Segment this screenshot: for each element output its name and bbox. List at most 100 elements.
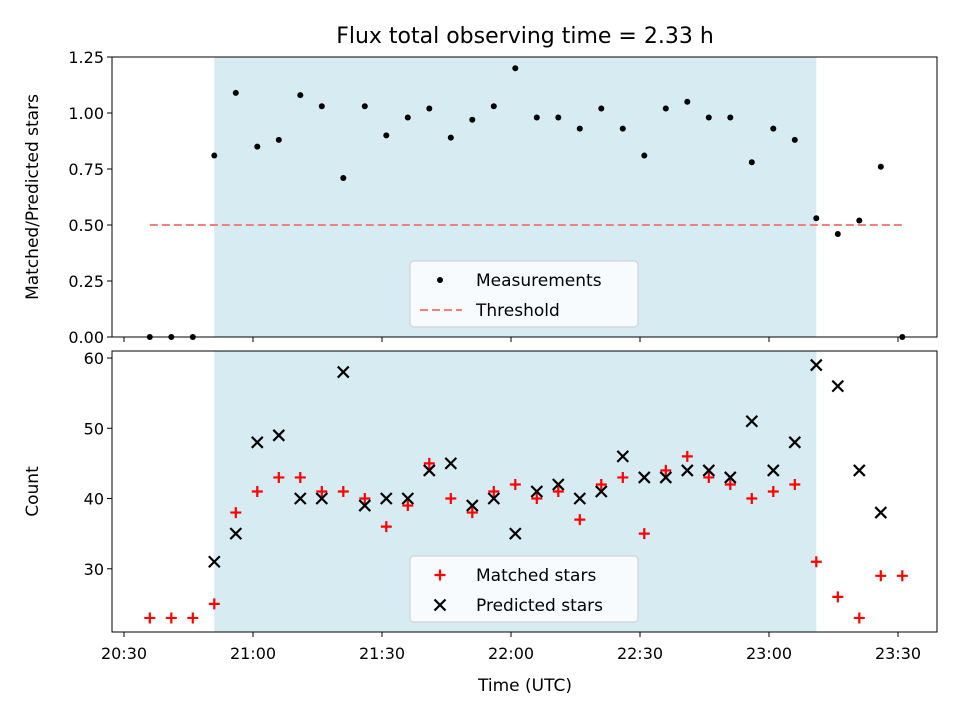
data-point: [359, 493, 371, 505]
data-point: [297, 92, 304, 99]
data-point: [684, 98, 691, 105]
data-point: [748, 159, 755, 166]
data-point: [509, 527, 522, 540]
y-tick-label: 30: [84, 560, 104, 579]
data-point: [853, 464, 866, 477]
data-point: [208, 598, 220, 610]
data-point: [337, 365, 350, 379]
data-point: [705, 114, 712, 121]
y-tick-label: 0.00: [68, 328, 104, 347]
data-point: [660, 464, 672, 476]
data-point: [402, 500, 414, 512]
data-point: [832, 591, 844, 603]
data-point: [512, 65, 519, 72]
data-point: [509, 478, 521, 490]
data-point: [788, 436, 802, 449]
data-point: [745, 414, 759, 428]
data-point: [576, 125, 583, 132]
data-point: [703, 471, 715, 483]
data-point: [810, 358, 823, 372]
data-point: [724, 478, 736, 490]
data-point: [555, 114, 562, 121]
x-tick-label: 23:00: [746, 644, 792, 663]
data-point: [619, 125, 626, 132]
data-point: [831, 379, 845, 393]
series-matched-stars: [144, 450, 908, 624]
data-point: [401, 492, 415, 505]
data-point: [337, 486, 349, 497]
data-point: [380, 492, 393, 505]
data-point: [595, 485, 608, 498]
y-tick-label: 1.25: [68, 48, 104, 67]
data-point: [447, 134, 454, 141]
data-point: [810, 556, 822, 568]
data-point: [251, 486, 263, 497]
data-point: [724, 471, 737, 484]
data-point: [530, 485, 544, 498]
data-point: [767, 464, 780, 477]
data-point: [595, 478, 607, 490]
x-axis-label: Time (UTC): [477, 676, 572, 696]
data-point: [316, 486, 328, 497]
panel-1: 0.00 0.25 0.50 0.75 1.00 1.25 Matched/Predicte…: [23, 48, 938, 347]
legend: Measurements Threshold: [409, 260, 639, 328]
data-point: [254, 143, 261, 150]
data-point: [423, 464, 436, 477]
y-tick-label: 0.50: [68, 216, 104, 235]
data-point: [874, 506, 888, 519]
data-point: [767, 486, 779, 497]
data-point: [875, 570, 887, 582]
data-point: [770, 125, 777, 132]
data-point: [433, 598, 447, 612]
data-point: [617, 471, 629, 483]
data-point: [641, 152, 648, 159]
data-point: [469, 116, 476, 123]
data-point: [361, 103, 368, 110]
data-point: [318, 103, 325, 110]
data-point: [272, 429, 286, 442]
data-point: [232, 89, 239, 96]
data-point: [466, 507, 478, 519]
x-tick-label: 22:30: [617, 644, 663, 663]
data-point: [552, 478, 565, 491]
data-point: [638, 528, 650, 540]
panel-2: 30 40 50 60 20:30 21:00 21:30 22:00 22:30 23:00 23…: [23, 349, 938, 663]
legend-label: Matched stars: [476, 566, 596, 586]
data-point: [813, 215, 820, 222]
data-point: [681, 450, 693, 462]
data-point: [275, 136, 282, 143]
data-point: [853, 612, 865, 624]
data-point: [437, 277, 443, 283]
data-point: [315, 492, 329, 505]
data-point: [434, 569, 446, 581]
data-point: [444, 457, 458, 470]
legend: Matched stars Predicted stars: [409, 555, 639, 623]
chart-title: Flux total observing time = 2.33 h: [336, 24, 714, 49]
data-point: [533, 114, 540, 121]
data-point: [877, 163, 884, 170]
data-point: [616, 450, 630, 463]
data-point: [490, 103, 497, 110]
data-point: [552, 486, 564, 497]
x-tick-label: 22:00: [488, 644, 534, 663]
y-tick-label: 0.25: [68, 272, 104, 291]
data-point: [746, 493, 758, 505]
y-axis-label: Matched/Predicted stars: [23, 94, 43, 300]
data-point: [383, 132, 390, 139]
data-point: [251, 436, 264, 449]
data-point: [208, 555, 221, 569]
plot-frame: [111, 56, 938, 338]
legend-label: Measurements: [476, 271, 602, 291]
data-point: [896, 570, 908, 582]
data-point: [144, 612, 156, 624]
y-axis-label: Count: [23, 466, 43, 517]
data-point: [187, 612, 199, 624]
data-point: [574, 514, 586, 526]
data-point: [681, 464, 694, 477]
data-point: [165, 612, 177, 624]
data-point: [466, 499, 479, 512]
y-tick-label: 40: [84, 490, 104, 509]
data-point: [662, 105, 669, 112]
data-point: [702, 464, 716, 477]
